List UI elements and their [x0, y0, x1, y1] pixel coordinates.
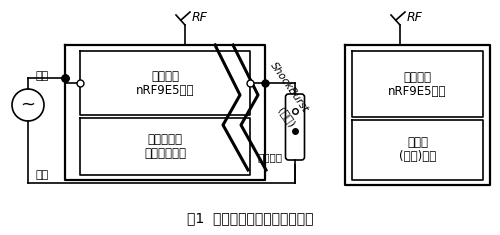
- Text: 火线取电电路: 火线取电电路: [144, 147, 186, 160]
- Text: ShockBurst: ShockBurst: [268, 60, 310, 114]
- Text: 火线开关和: 火线开关和: [148, 133, 182, 146]
- Text: (中控)电路: (中控)电路: [399, 150, 436, 164]
- Text: 电器插座: 电器插座: [257, 152, 282, 162]
- Text: 图1  单线制射频遥控开关主框图: 图1 单线制射频遥控开关主框图: [187, 211, 313, 225]
- Text: nRF9E5电路: nRF9E5电路: [388, 85, 447, 98]
- Text: 上位机: 上位机: [407, 137, 428, 149]
- Text: 射频收发: 射频收发: [151, 70, 179, 82]
- Text: 火线: 火线: [35, 71, 48, 81]
- Text: RF: RF: [407, 11, 423, 24]
- Text: ~: ~: [20, 96, 36, 114]
- Text: 零线: 零线: [35, 170, 48, 180]
- Text: (突发): (突发): [276, 105, 297, 129]
- Text: nRF9E5电路: nRF9E5电路: [136, 83, 194, 97]
- Text: 射频收发: 射频收发: [404, 70, 431, 83]
- Text: RF: RF: [192, 11, 208, 24]
